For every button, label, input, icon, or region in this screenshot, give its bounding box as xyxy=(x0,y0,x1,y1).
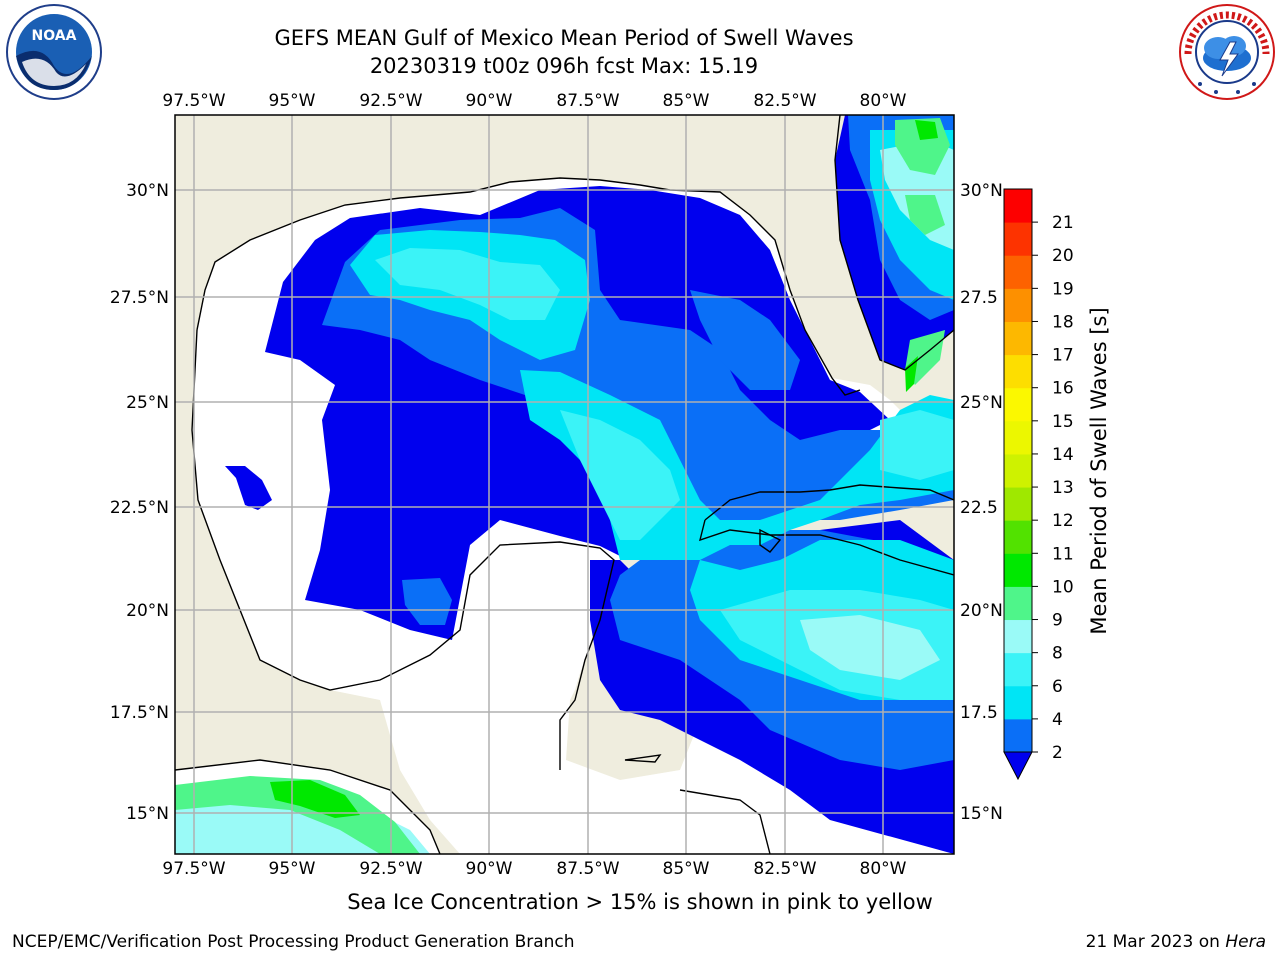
map-frame xyxy=(174,114,955,855)
gridlines xyxy=(175,115,954,854)
colorbar-tick-label: 16 xyxy=(1052,379,1074,399)
colorbar-segment xyxy=(1004,189,1032,223)
colorbar-segment xyxy=(1004,321,1032,356)
lon-label: 80°W xyxy=(860,859,907,879)
lon-label: 90°W xyxy=(466,859,513,879)
colorbar-tick-label: 17 xyxy=(1052,346,1074,366)
map-subtitle: 20230319 t00z 096h fcst Max: 15.19 xyxy=(369,54,759,78)
colorbar-tick-label: 4 xyxy=(1052,710,1063,730)
colorbar-segment xyxy=(1004,586,1032,621)
lon-label: 82.5°W xyxy=(753,91,816,111)
lat-label: 17.5 xyxy=(960,703,998,723)
lon-label: 97.5°W xyxy=(162,91,225,111)
colorbar-tick-label: 20 xyxy=(1052,246,1074,266)
lat-label: 20°N xyxy=(960,601,1003,621)
lat-label: 27.5 xyxy=(960,288,998,308)
colorbar-segment xyxy=(1004,255,1032,289)
footer-date-text: 21 Mar 2023 on xyxy=(1085,932,1220,952)
lat-label: 25°N xyxy=(960,393,1003,413)
colorbar-tick-label: 6 xyxy=(1052,677,1063,697)
colorbar-tick-label: 11 xyxy=(1052,544,1074,564)
lon-label: 92.5°W xyxy=(359,859,422,879)
colorbar-frame xyxy=(1003,188,1033,753)
lat-label: 30°N xyxy=(960,181,1003,201)
colorbar-segment xyxy=(1004,652,1032,687)
colorbar-segment xyxy=(1004,553,1032,587)
colorbar-tick-label: 15 xyxy=(1052,412,1074,432)
colorbar-segment xyxy=(1004,619,1032,654)
lat-labels-right: 30°N 27.5 25°N 22.5 20°N 17.5 15°N xyxy=(960,181,1003,824)
colorbar-tick-label: 9 xyxy=(1052,611,1063,631)
colorbar: 2 4 6 8 9 10 11 12 13 14 15 16 17 18 19 20 21 xyxy=(1003,188,1074,781)
colorbar-segment xyxy=(1004,718,1032,753)
sea-ice-note: Sea Ice Concentration > 15% is shown in … xyxy=(347,890,933,914)
lat-label: 15°N xyxy=(126,804,169,824)
colorbar-segment xyxy=(1004,222,1032,256)
lon-label: 95°W xyxy=(269,91,316,111)
lon-label: 85°W xyxy=(663,91,710,111)
colorbar-segment xyxy=(1004,487,1032,521)
lon-label: 80°W xyxy=(860,91,907,111)
colorbar-segment xyxy=(1004,453,1032,488)
lon-label: 85°W xyxy=(663,859,710,879)
lat-label: 20°N xyxy=(126,601,169,621)
footer-machine: Hera xyxy=(1225,932,1266,952)
lon-label: 92.5°W xyxy=(359,91,422,111)
lon-label: 95°W xyxy=(269,859,316,879)
colorbar-tick-label: 14 xyxy=(1052,445,1074,465)
noaa-logo: NOAA xyxy=(6,4,102,100)
colorbar-tick-label: 8 xyxy=(1052,644,1063,664)
lat-label: 22.5 xyxy=(960,498,998,518)
colorbar-extend-arrow xyxy=(1003,751,1033,781)
footer-date: 21 Mar 2023 on Hera xyxy=(1086,932,1266,952)
colorbar-segment xyxy=(1004,387,1032,422)
colorbar-tick-label: 12 xyxy=(1052,511,1074,531)
nws-logo xyxy=(1179,4,1275,100)
lon-labels-bottom: 97.5°W 95°W 92.5°W 90°W 87.5°W 85°W 82.5… xyxy=(162,859,906,879)
lon-labels-top: 97.5°W 95°W 92.5°W 90°W 87.5°W 85°W 82.5… xyxy=(162,91,906,111)
colorbar-tick-label: 18 xyxy=(1052,312,1074,332)
lat-label: 30°N xyxy=(126,181,169,201)
colorbar-tick-label: 2 xyxy=(1052,743,1063,763)
colorbar-segment xyxy=(1004,520,1032,554)
colorbar-tick-label: 19 xyxy=(1052,279,1074,299)
colorbar-tick-label: 10 xyxy=(1052,577,1074,597)
coastlines xyxy=(175,115,954,854)
lat-label: 15°N xyxy=(960,804,1003,824)
lat-label: 25°N xyxy=(126,393,169,413)
lat-label: 17.5°N xyxy=(110,703,169,723)
noaa-logo-text: NOAA xyxy=(32,28,77,44)
lon-label: 97.5°W xyxy=(162,859,225,879)
lon-label: 90°W xyxy=(466,91,513,111)
lon-label: 87.5°W xyxy=(556,859,619,879)
lat-label: 27.5°N xyxy=(110,288,169,308)
colorbar-segment xyxy=(1004,354,1032,389)
colorbar-tick-label: 21 xyxy=(1052,213,1074,233)
lat-label: 22.5°N xyxy=(110,498,169,518)
colorbar-segment xyxy=(1004,685,1032,720)
colorbar-tick-label: 13 xyxy=(1052,478,1074,498)
lat-labels-left: 30°N 27.5°N 25°N 22.5°N 20°N 17.5°N 15°N xyxy=(110,181,169,824)
lon-label: 87.5°W xyxy=(556,91,619,111)
colorbar-segment xyxy=(1004,288,1032,322)
colorbar-segment xyxy=(1004,420,1032,455)
map-title: GEFS MEAN Gulf of Mexico Mean Period of … xyxy=(274,26,854,50)
lon-label: 82.5°W xyxy=(753,859,816,879)
colorbar-label: Mean Period of Swell Waves [s] xyxy=(1087,307,1111,634)
footer-credit: NCEP/EMC/Verification Post Processing Pr… xyxy=(12,932,575,952)
